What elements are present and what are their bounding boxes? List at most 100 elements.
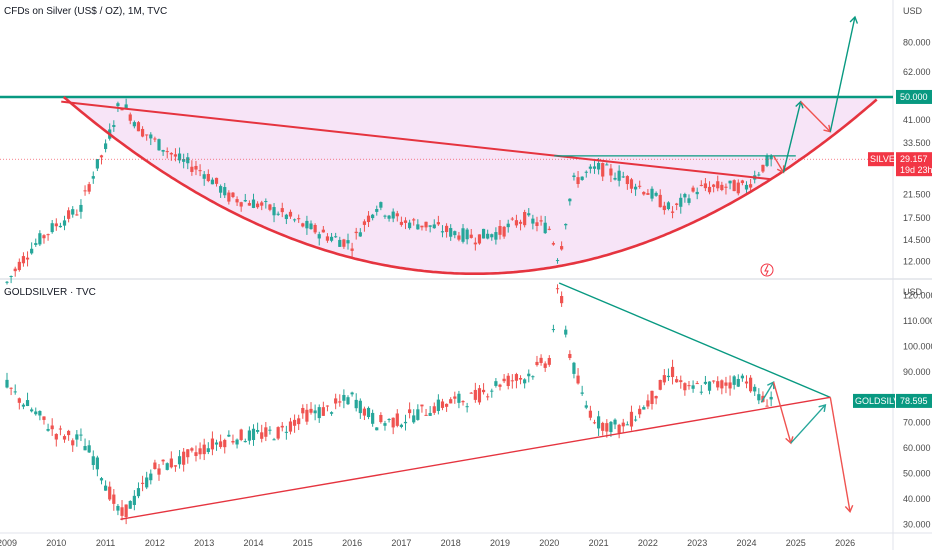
silver-candle (716, 181, 720, 189)
goldsilver-candle (87, 445, 91, 453)
silver-candle (243, 200, 247, 202)
silver-candle (366, 215, 371, 223)
goldsilver-candle (769, 396, 773, 400)
silver-candle (535, 222, 539, 226)
silver-candle (617, 170, 621, 181)
goldsilver-y-tick: 40.000 (903, 494, 931, 504)
silver-candle (658, 194, 662, 208)
goldsilver-candle (136, 488, 141, 497)
goldsilver-candle (592, 422, 597, 424)
goldsilver-candle (506, 375, 510, 387)
silver-candle (5, 281, 9, 283)
silver-candle (120, 108, 124, 111)
goldsilver-y-tick: 50.000 (903, 469, 931, 479)
silver-candle (732, 180, 736, 192)
silver-candle (309, 223, 313, 230)
silver-candle (449, 228, 453, 237)
silver-candle (424, 221, 428, 228)
goldsilver-candle (219, 441, 223, 447)
silver-candle (613, 177, 617, 180)
goldsilver-candle (597, 416, 601, 429)
silver-candle (564, 223, 568, 226)
goldsilver-candle (465, 406, 469, 408)
silver-final-up-arrow-head (849, 15, 859, 24)
goldsilver-candle (658, 379, 662, 390)
goldsilver-candle (173, 465, 178, 467)
silver-candle (346, 240, 350, 244)
silver-candle (416, 224, 420, 230)
goldsilver-candle (387, 419, 391, 421)
triangle-upper-line (558, 282, 831, 398)
goldsilver-candle (601, 422, 605, 431)
silver-candle (136, 122, 141, 132)
silver-candle (272, 207, 276, 216)
silver-candle (104, 143, 108, 150)
goldsilver-candle (358, 400, 362, 414)
goldsilver-candle (613, 419, 617, 425)
goldsilver-candle (210, 438, 215, 450)
goldsilver-y-tick: 100.000 (903, 342, 932, 352)
silver-candle (518, 221, 523, 224)
goldsilver-candle (675, 379, 679, 383)
goldsilver-candle (609, 421, 613, 433)
lightning-icon (760, 263, 774, 277)
goldsilver-pane-title: GOLDSILVER · TVC (4, 287, 96, 298)
goldsilver-candle (284, 431, 288, 433)
goldsilver-candle (765, 405, 769, 407)
silver-y-tick: 80.000 (903, 38, 931, 48)
silver-candle (251, 199, 256, 208)
goldsilver-candle (145, 477, 149, 488)
goldsilver-candle (486, 396, 490, 398)
goldsilver-candle (161, 459, 165, 462)
goldsilver-candle (695, 383, 699, 385)
x-tick-label: 2009 (0, 538, 17, 548)
silver-candle (342, 239, 346, 247)
silver-candle (153, 138, 157, 140)
goldsilver-candle (186, 449, 190, 458)
silver-candle (769, 155, 773, 160)
goldsilver-candle (629, 411, 634, 427)
goldsilver-symbol-badge (853, 393, 895, 408)
goldsilver-candle (736, 378, 740, 387)
silver-candle (58, 225, 63, 228)
silver-candle (679, 197, 683, 207)
silver-y-tick: 21.500 (903, 189, 931, 199)
silver-candle (50, 223, 54, 233)
silver-candle (194, 165, 198, 170)
goldsilver-candle (75, 434, 79, 440)
goldsilver-candle (375, 427, 379, 431)
x-tick-label: 2016 (342, 538, 362, 548)
silver-candle (34, 243, 38, 245)
goldsilver-candle (305, 409, 309, 422)
x-tick-label: 2011 (96, 538, 115, 548)
silver-candle (256, 203, 260, 208)
silver-candle (527, 213, 531, 216)
goldsilver-candle (50, 425, 54, 430)
x-tick-label: 2025 (786, 538, 806, 548)
silver-candle (354, 231, 358, 234)
silver-y-tick: 33.500 (903, 138, 931, 148)
silver-candle (408, 222, 412, 229)
goldsilver-candle (379, 414, 383, 423)
goldsilver-candle (646, 400, 650, 407)
goldsilver-candle (551, 329, 556, 331)
goldsilver-candle (584, 405, 588, 408)
silver-candle (260, 202, 264, 206)
goldsilver-candle (576, 375, 580, 384)
goldsilver-pane[interactable]: 120.000110.000100.00090.00080.00070.0006… (5, 282, 932, 529)
goldsilver-candle (153, 462, 157, 470)
silver-pane[interactable]: 80.00062.00051.00041.00033.50027.00021.5… (0, 15, 932, 285)
goldsilver-candle (95, 457, 99, 470)
silver-candle (95, 159, 99, 169)
goldsilver-candle (71, 440, 75, 446)
goldsilver-candle (654, 396, 658, 399)
silver-candle (687, 198, 691, 203)
silver-candle (576, 177, 580, 184)
goldsilver-candle (683, 383, 687, 391)
goldsilver-candle (412, 415, 416, 423)
silver-candle (543, 222, 547, 234)
goldsilver-candle (535, 361, 539, 366)
goldsilver-candle (243, 441, 247, 443)
goldsilver-candle (732, 376, 736, 385)
